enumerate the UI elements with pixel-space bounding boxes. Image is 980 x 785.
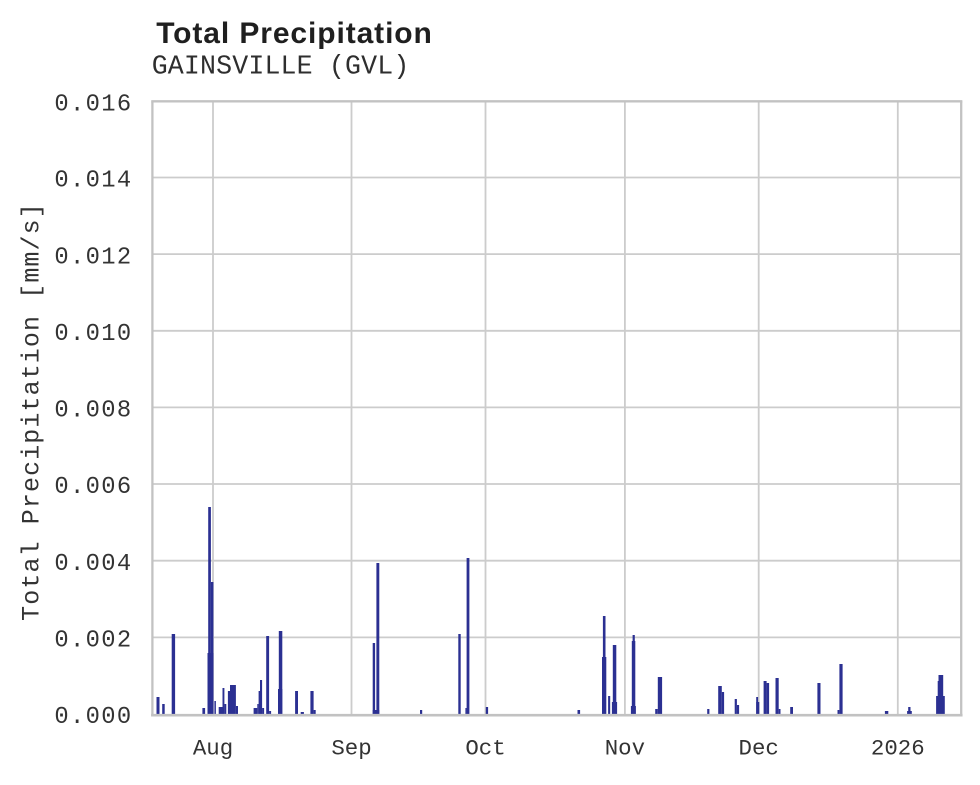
svg-text:0.010: 0.010 — [54, 321, 132, 348]
svg-text:0.008: 0.008 — [54, 398, 132, 425]
svg-text:0.006: 0.006 — [54, 474, 132, 501]
svg-text:0.014: 0.014 — [54, 168, 132, 195]
svg-text:GAINSVILLE (GVL): GAINSVILLE (GVL) — [152, 52, 410, 82]
svg-text:0.004: 0.004 — [54, 551, 132, 578]
svg-text:0.012: 0.012 — [54, 244, 132, 271]
svg-text:0.000: 0.000 — [54, 704, 132, 731]
svg-text:Oct: Oct — [465, 736, 505, 762]
svg-text:Aug: Aug — [193, 736, 233, 762]
svg-text:Total Precipitation: Total Precipitation — [156, 17, 433, 50]
svg-text:Dec: Dec — [739, 736, 779, 762]
svg-text:0.016: 0.016 — [54, 92, 132, 119]
svg-text:Nov: Nov — [605, 736, 645, 762]
svg-text:Sep: Sep — [331, 736, 371, 762]
svg-text:Total Precipitation [mm/s]: Total Precipitation [mm/s] — [18, 202, 47, 621]
svg-text:0.002: 0.002 — [54, 628, 132, 655]
svg-text:2026: 2026 — [871, 736, 925, 762]
